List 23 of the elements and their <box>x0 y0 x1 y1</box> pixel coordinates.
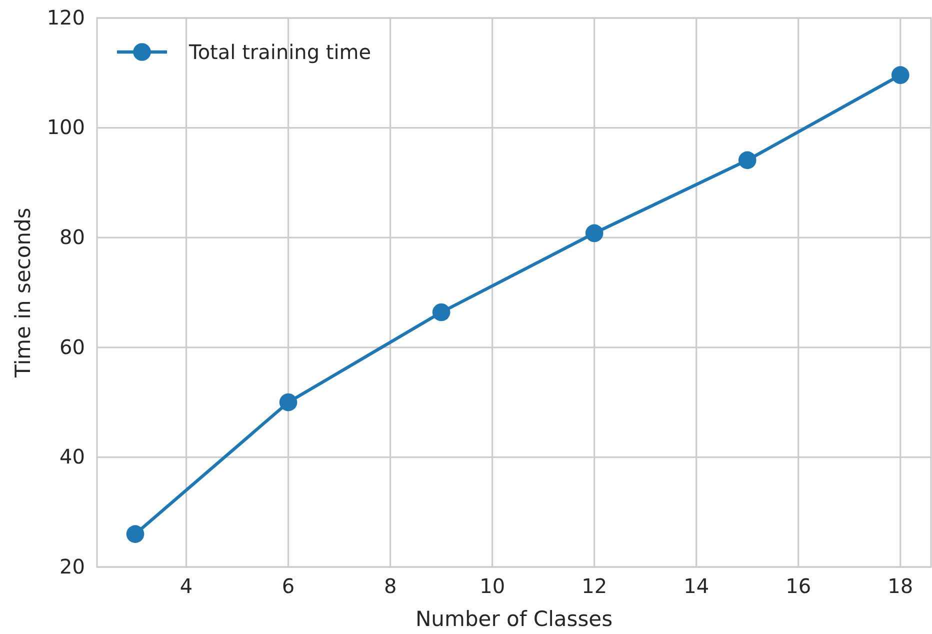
y-tick-label: 100 <box>46 115 85 140</box>
x-tick-label: 4 <box>180 574 193 598</box>
y-tick-label: 60 <box>60 334 85 359</box>
y-tick-label: 40 <box>60 444 85 469</box>
x-tick-label: 12 <box>582 574 608 598</box>
y-tick-label: 20 <box>60 554 85 578</box>
point <box>432 303 450 322</box>
x-tick-label: 6 <box>282 574 295 598</box>
point <box>738 151 756 170</box>
x-axis-title: Number of Classes <box>415 607 613 631</box>
y-axis-title: Time in seconds <box>11 208 35 378</box>
point <box>279 393 298 412</box>
x-tick-label: 14 <box>684 574 710 598</box>
x-tick-label: 18 <box>888 574 914 598</box>
point <box>891 66 910 84</box>
x-tick-label: 16 <box>786 574 812 598</box>
point <box>126 525 144 543</box>
y-tick-label: 80 <box>60 225 85 249</box>
point <box>585 224 604 242</box>
x-tick-label: 8 <box>384 574 397 598</box>
y-tick-label: 120 <box>46 5 85 30</box>
legend-label: Total training time <box>188 40 372 64</box>
x-tick-label: 10 <box>480 574 506 598</box>
